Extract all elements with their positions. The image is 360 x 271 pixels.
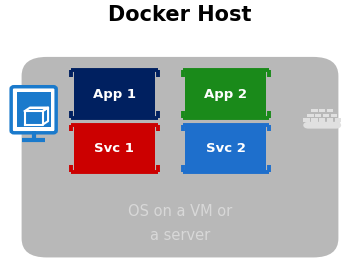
Bar	[335, 118, 341, 122]
FancyBboxPatch shape	[303, 122, 341, 129]
Bar	[331, 114, 337, 117]
FancyBboxPatch shape	[22, 57, 338, 257]
FancyBboxPatch shape	[11, 87, 56, 133]
Bar	[307, 114, 314, 117]
FancyBboxPatch shape	[185, 70, 266, 118]
Polygon shape	[335, 119, 340, 127]
Bar	[319, 118, 325, 122]
FancyBboxPatch shape	[185, 125, 266, 172]
Bar	[303, 118, 310, 122]
Bar	[311, 118, 318, 122]
FancyBboxPatch shape	[17, 92, 51, 127]
Bar	[315, 114, 321, 117]
Bar	[327, 118, 333, 122]
Text: Svc 1: Svc 1	[94, 142, 134, 155]
Bar	[319, 109, 325, 112]
Bar	[323, 114, 329, 117]
Bar	[311, 109, 318, 112]
Text: OS on a VM or
a server: OS on a VM or a server	[128, 204, 232, 243]
FancyBboxPatch shape	[74, 70, 155, 118]
Text: Docker Host: Docker Host	[108, 5, 252, 25]
Text: App 2: App 2	[204, 88, 247, 101]
Text: Svc 2: Svc 2	[206, 142, 246, 155]
Text: App 1: App 1	[93, 88, 136, 101]
FancyBboxPatch shape	[74, 125, 155, 172]
Bar	[327, 109, 333, 112]
